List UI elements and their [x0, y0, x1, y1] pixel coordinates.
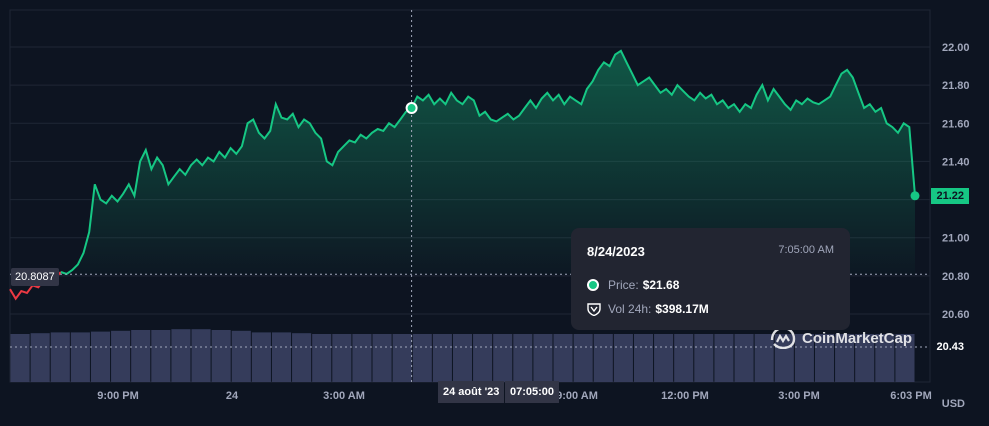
price-area: [60, 50, 915, 275]
volume-bar: [794, 334, 814, 382]
volume-bar: [895, 334, 915, 382]
volume-bars: [10, 329, 915, 382]
volume-bar: [432, 334, 452, 382]
volume-bar: [111, 330, 131, 382]
y-tick-label: 20.80: [942, 271, 970, 283]
volume-bar: [533, 334, 553, 382]
volume-bar: [553, 334, 573, 382]
volume-bar: [412, 334, 432, 382]
currency-label: USD: [941, 398, 965, 410]
coinmarketcap-logo: CoinMarketCap: [770, 327, 912, 349]
volume-bar: [292, 333, 312, 382]
volume-bar: [473, 334, 493, 382]
current-price-point: [910, 191, 920, 201]
cursor-time-label: 07:05:00: [505, 381, 560, 403]
open-price-label: 20.8087: [11, 268, 59, 286]
x-tick-label: 6:03 PM: [890, 390, 932, 402]
volume-shield-icon: [587, 303, 601, 316]
volume-bar: [694, 334, 714, 382]
x-tick-label: 9:00 PM: [97, 390, 139, 402]
x-tick-label: 3:00 AM: [323, 390, 365, 402]
volume-bar: [171, 329, 191, 382]
volume-bar: [372, 334, 392, 382]
tooltip-price-label: Price:: [608, 278, 639, 292]
volume-bar: [352, 334, 372, 382]
tooltip-vol-value: $398.17M: [655, 302, 709, 316]
tooltip-vol-label: Vol 24h:: [608, 302, 652, 316]
volume-bar: [513, 334, 533, 382]
y-tick-label: 21.00: [942, 233, 970, 245]
cmc-logo-icon: [770, 327, 796, 349]
volume-bar: [191, 329, 211, 382]
volume-bar: [271, 332, 292, 382]
volume-bar: [593, 334, 613, 382]
y-tick-label: 20.60: [942, 309, 970, 321]
volume-bar: [714, 334, 734, 382]
volume-bar: [231, 330, 251, 382]
x-tick-label: 24: [226, 390, 239, 402]
volume-bar: [875, 334, 895, 382]
volume-bar: [493, 334, 513, 382]
x-tick-label: 3:00 PM: [778, 390, 820, 402]
x-tick-label: 12:00 PM: [661, 390, 709, 402]
volume-bar: [131, 330, 151, 382]
volume-bar: [573, 334, 593, 382]
y-tick-label: 21.40: [942, 156, 970, 168]
volume-bar: [151, 330, 171, 382]
hover-tooltip: 8/24/2023 7:05:00 AM Price: $21.68 Vol 2…: [571, 228, 850, 330]
tooltip-price-value: $21.68: [642, 278, 680, 292]
volume-bar: [211, 330, 231, 382]
volume-bar: [633, 334, 654, 382]
y-tick-label: 22.00: [942, 42, 970, 54]
y-tick-label: 21.60: [942, 118, 970, 130]
volume-bar: [90, 331, 111, 382]
cursor-date-label: 24 août '23: [438, 381, 505, 403]
y-tick-label: 21.80: [942, 80, 970, 92]
x-axis: 9:00 PM 24 3:00 AM 9:00 AM 12:00 PM 3:00 PM 6:…: [97, 390, 932, 402]
volume-axis-tag: 20.43: [931, 339, 969, 355]
volume-bar: [654, 334, 674, 382]
volume-bar: [392, 334, 412, 382]
volume-bar: [10, 334, 30, 382]
watermark-text: CoinMarketCap: [802, 329, 913, 347]
chart-points: [405, 102, 920, 201]
volume-bar: [30, 333, 50, 382]
volume-bar: [674, 334, 694, 382]
tooltip-time: 7:05:00 AM: [778, 244, 834, 256]
volume-bar: [50, 332, 70, 382]
volume-bar: [452, 334, 473, 382]
volume-bar: [251, 332, 271, 382]
volume-bar: [332, 334, 352, 382]
volume-bar: [835, 334, 855, 382]
volume-bar: [754, 334, 774, 382]
tooltip-date: 8/24/2023: [587, 244, 645, 259]
price-dot-icon: [587, 279, 599, 291]
x-tick-label: 9:00 AM: [556, 390, 598, 402]
volume-bar: [70, 332, 90, 382]
highlight-point: [405, 102, 418, 115]
price-area-fill: [60, 50, 915, 275]
volume-bar: [814, 334, 835, 382]
current-price-tag: 21.22: [931, 188, 969, 204]
price-line-up: [60, 49, 916, 276]
volume-bar: [312, 334, 332, 382]
volume-bar: [855, 334, 875, 382]
volume-bar: [613, 334, 633, 382]
volume-bar: [734, 334, 754, 382]
